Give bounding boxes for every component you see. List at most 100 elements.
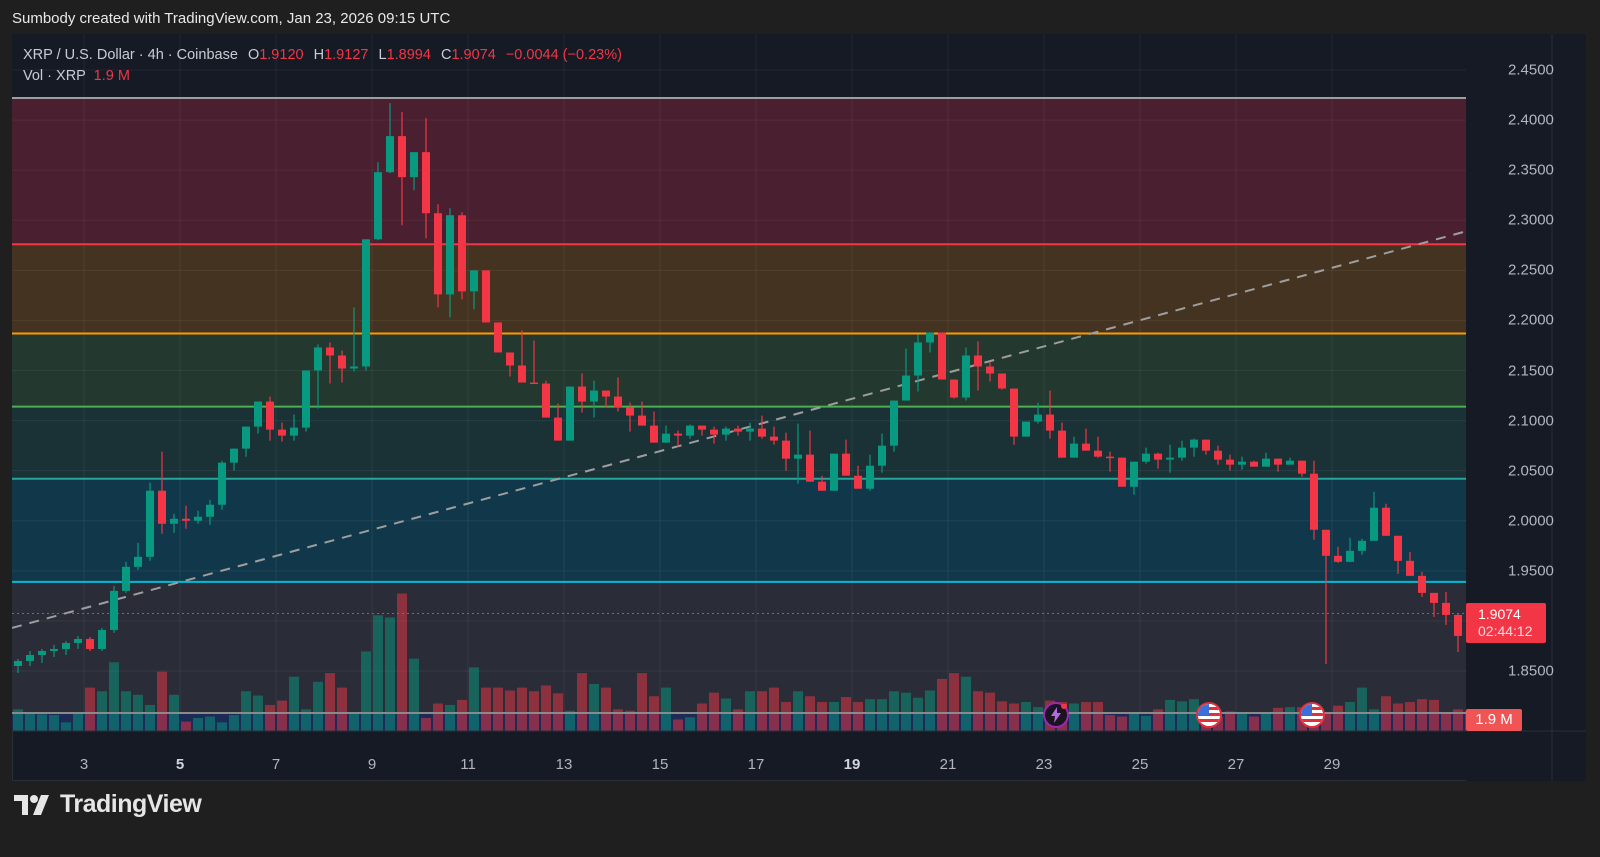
candle-body [266,401,274,430]
candle-body [458,215,466,292]
high-value: 1.9127 [324,47,369,63]
volume-bar [637,673,647,731]
candle-body [350,366,358,369]
price-tick-label: 2.0500 [1508,462,1554,480]
volume-bar [973,691,983,731]
brand-name: TradingView [60,790,202,818]
symbol-description[interactable]: XRP / U.S. Dollar · 4h · Coinbase [23,47,238,63]
candle-body [230,448,238,463]
candle-body [1154,453,1162,460]
volume-bar [481,687,491,731]
candle-countdown: 02:44:12 [1478,623,1533,639]
volume-bar [721,698,731,731]
volume-bar [1441,712,1451,731]
volume-bar [517,687,527,731]
time-tick-label: 25 [1131,756,1149,773]
volume-bar [1273,707,1283,731]
volume-bar [1333,705,1343,731]
time-tick-label: 5 [175,756,185,773]
volume-bar [1009,703,1019,731]
ohlc-row: XRP / U.S. Dollar · 4h · Coinbase O1.912… [23,45,622,66]
candle-body [662,433,670,443]
candle-body [710,429,718,435]
volume-bar [277,700,287,731]
chart-legend: XRP / U.S. Dollar · 4h · Coinbase O1.912… [23,45,622,87]
candle-body [806,454,814,482]
candle-body [746,428,754,432]
candle-body [1334,555,1342,562]
volume-bar [1021,702,1031,731]
volume-bar [1165,699,1175,731]
candle-body [878,445,886,466]
us-economic-event-icon[interactable] [1299,702,1325,728]
candle-body [686,425,694,436]
candle-body [770,436,778,441]
candle-body [1034,414,1042,422]
price-axis[interactable]: 2.4500 2.4000 2.3500 2.3000 2.2500 2.2000 2.15… [1466,34,1586,744]
volume-bar [601,687,611,731]
chart-credit: Sumbody created with TradingView.com, Ja… [12,10,451,27]
volume-bar [1393,703,1403,731]
candle-body [1454,614,1462,636]
candle-body [434,213,442,295]
candle-body [1346,550,1354,562]
candle-body [170,518,178,524]
candle-body [302,370,310,428]
volume-row: Vol · XRP 1.9 M [23,66,622,87]
volume-bar [313,681,323,731]
price-zone [12,244,1466,334]
volume-bar [505,690,515,731]
volume-bar [625,710,635,731]
lightning-event-icon[interactable] [1043,702,1069,728]
volume-bar [793,691,803,731]
volume-bar [769,687,779,731]
volume-bar [181,721,191,731]
time-tick-label: 9 [367,756,377,773]
us-economic-event-icon[interactable] [1196,702,1222,728]
candle-body [146,490,154,557]
volume-bar [493,687,503,731]
volume-bar [685,717,695,731]
candle-body [50,648,58,651]
volume-bar [445,704,455,731]
volume-bar [1189,699,1199,731]
price-axis-bg [1466,34,1586,781]
candle-body [1214,450,1222,460]
candle-body [602,390,610,397]
volume-bar [1453,709,1463,731]
candle-body [1406,560,1414,576]
price-zone [12,478,1466,582]
candle-body [842,453,850,476]
time-tick-label: 15 [651,756,669,773]
volume-bar [1237,712,1247,731]
volume-bar [877,699,887,731]
candle-body [242,426,250,449]
volume-bar [25,713,35,731]
volume-bar [85,687,95,731]
volume-label[interactable]: Vol · XRP [23,68,86,84]
candle-body [338,355,346,369]
candle-body [566,386,574,441]
volume-bar [205,716,215,731]
volume-bar [229,715,239,731]
candle-body [638,415,646,426]
candle-body [1250,461,1258,467]
volume-bar [1069,703,1079,731]
last-price-label: 1.9074 02:44:12 [1466,603,1546,643]
candle-body [1130,461,1138,487]
candle-body [1274,458,1282,465]
volume-bar [1261,712,1271,731]
volume-bar [1177,701,1187,731]
candle-body [1262,458,1270,467]
volume-bar [385,617,395,731]
time-tick-label: 19 [843,756,861,773]
time-tick-label: 13 [555,756,573,773]
price-chart-plot[interactable] [12,34,1586,781]
candle-body [926,332,934,343]
candle-body [194,516,202,521]
price-zone [12,581,1466,722]
volume-bar [349,712,359,731]
candle-body [314,347,322,371]
volume-bar [469,667,479,731]
tradingview-logo[interactable]: TradingView [14,790,202,819]
